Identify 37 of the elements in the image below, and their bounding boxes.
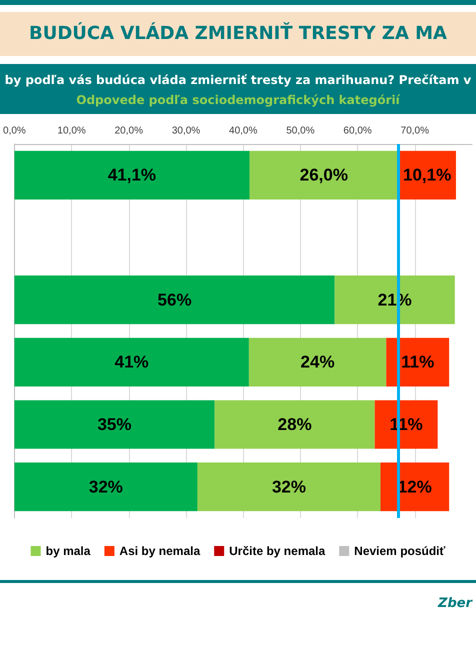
data-label: 28% bbox=[278, 415, 312, 434]
data-label: 56% bbox=[158, 290, 192, 310]
bar bbox=[14, 400, 215, 449]
bar bbox=[334, 276, 455, 324]
x-tick-label: 70,0% bbox=[400, 126, 430, 136]
data-label: 26,0% bbox=[300, 166, 348, 185]
data-label: 41% bbox=[114, 352, 149, 372]
x-tick-label: 50,0% bbox=[286, 126, 315, 136]
data-label: 32% bbox=[88, 477, 123, 496]
bar bbox=[14, 276, 335, 324]
bar bbox=[14, 462, 198, 512]
chart-title: BUDÚCA VLÁDA ZMIERNIŤ TRESTY ZA MA bbox=[0, 12, 476, 56]
x-tick-label: 30,0% bbox=[172, 126, 200, 136]
data-label: 10,1% bbox=[402, 166, 452, 185]
legend-label: Určite by nemala bbox=[229, 544, 326, 558]
chart-subtitle: by podľa vás budúca vláda zmierniť tresty za marihuanu? Prečítam v Odpovede podľa sociodemografických kategórií bbox=[4, 72, 472, 109]
data-label: 32% bbox=[272, 477, 306, 496]
x-tick-label: 20,0% bbox=[114, 126, 144, 136]
data-label: 41,1% bbox=[108, 166, 156, 185]
text: Zber bbox=[438, 596, 472, 611]
bar bbox=[248, 338, 386, 386]
bar bbox=[214, 400, 375, 449]
data-label: 11% bbox=[401, 352, 434, 372]
legend-label: Neviem posúdiť bbox=[354, 544, 446, 558]
data-label: 24% bbox=[300, 352, 335, 372]
x-tick-label: 60,0% bbox=[343, 126, 372, 136]
bar bbox=[197, 462, 380, 512]
legend-label: by mala bbox=[46, 544, 91, 558]
x-tick-label: 10,0% bbox=[57, 126, 86, 136]
bar bbox=[249, 150, 398, 200]
legend-label: Asi by nemala bbox=[119, 544, 200, 558]
bar bbox=[14, 150, 250, 200]
bar bbox=[14, 338, 249, 386]
data-label: 12% bbox=[398, 477, 432, 496]
data-label: 35% bbox=[97, 415, 132, 434]
x-tick-label: 40,0% bbox=[229, 126, 258, 136]
x-tick-label: 0,0% bbox=[3, 126, 26, 136]
